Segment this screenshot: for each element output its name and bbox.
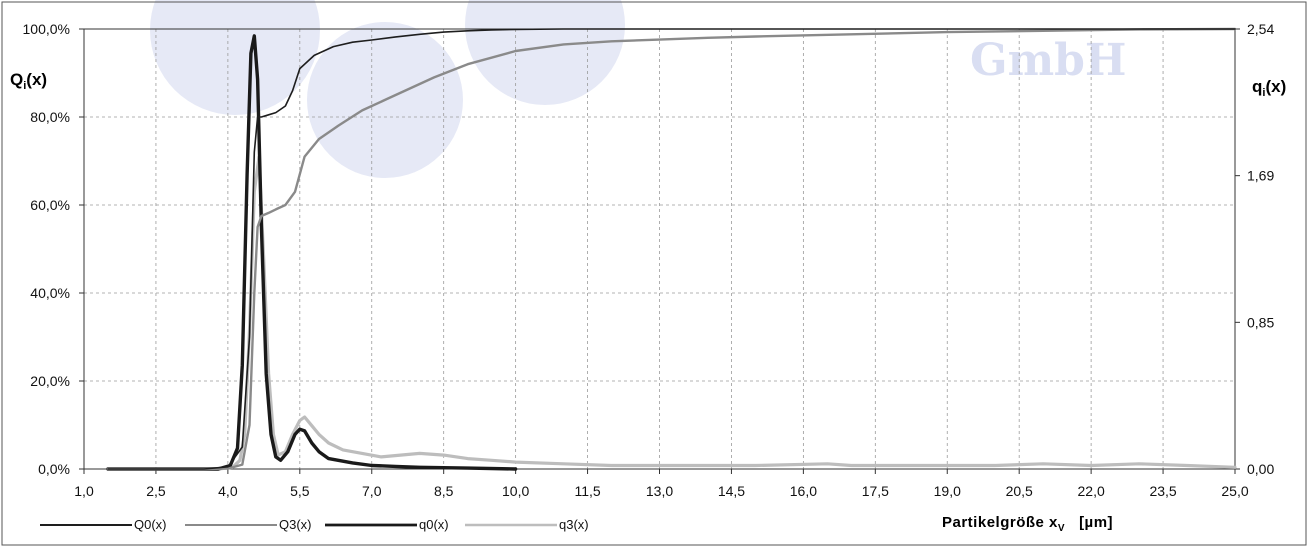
x-tick-label: 1,0 [74,483,94,499]
y-right-tick-label: 0,85 [1247,314,1274,330]
series-line-q3x [106,155,1237,471]
x-axis-title: Partikelgröße xV [µm] [942,514,1113,534]
y-right-axis-title: qi(x) [1252,77,1286,99]
x-tick-label: 16,0 [790,483,817,499]
series-group [106,27,1237,471]
y-left-tick-label: 40,0% [30,285,70,301]
x-tick-label: 8,5 [434,483,454,499]
x-tick-label: 25,0 [1221,483,1248,499]
x-tick-label: 5,5 [290,483,310,499]
legend-label: q0(x) [419,517,449,532]
y-left-tick-label: 60,0% [30,197,70,213]
x-tick-label: 2,5 [146,483,166,499]
x-tick-label: 7,0 [362,483,382,499]
watermark-circles [150,0,625,178]
x-tick-label: 17,5 [862,483,889,499]
watermark-circle [150,0,320,115]
y-left-axis-title: Qi(x) [10,70,47,92]
y-right-tick-label: 2,54 [1247,21,1274,37]
x-tick-label: 14,5 [718,483,745,499]
x-axis-ticks: 1,0 2,5 4,0 5,5 7,0 8,5 10,0 11,5 13,0 14,5 16,0 17… [74,469,1249,499]
y-left-axis-ticks: 0,0% 20,0% 40,0% 60,0% 80,0% 100,0% [23,21,84,477]
y-right-tick-label: 0,00 [1247,461,1274,477]
grid [84,29,1235,469]
y-left-tick-label: 100,0% [23,21,70,37]
x-tick-label: 20,5 [1006,483,1033,499]
x-tick-label: 4,0 [218,483,238,499]
legend-label: q3(x) [559,517,589,532]
y-right-tick-label: 1,69 [1247,168,1274,184]
x-tick-label: 11,5 [574,483,600,499]
x-tick-label: 22,0 [1078,483,1105,499]
series-line-q3x [106,27,1237,471]
y-left-tick-label: 80,0% [30,109,70,125]
y-right-axis-ticks: 0,00 0,85 1,69 2,54 [1235,21,1274,477]
x-tick-label: 13,0 [646,483,673,499]
x-tick-label: 23,5 [1149,483,1176,499]
series-line-q0x [106,34,518,471]
x-tick-label: 19,0 [934,483,961,499]
legend-label: Q3(x) [279,517,312,532]
legend-label: Q0(x) [134,517,167,532]
watermark-text: GmbH [970,35,1126,86]
y-left-tick-label: 0,0% [38,461,70,477]
x-tick-label: 10,0 [502,483,529,499]
watermark-circle [465,0,625,105]
series-line-q0x [107,28,1236,470]
legend: Q0(x) Q3(x) q0(x) q3(x) [40,517,589,532]
y-left-tick-label: 20,0% [30,373,70,389]
